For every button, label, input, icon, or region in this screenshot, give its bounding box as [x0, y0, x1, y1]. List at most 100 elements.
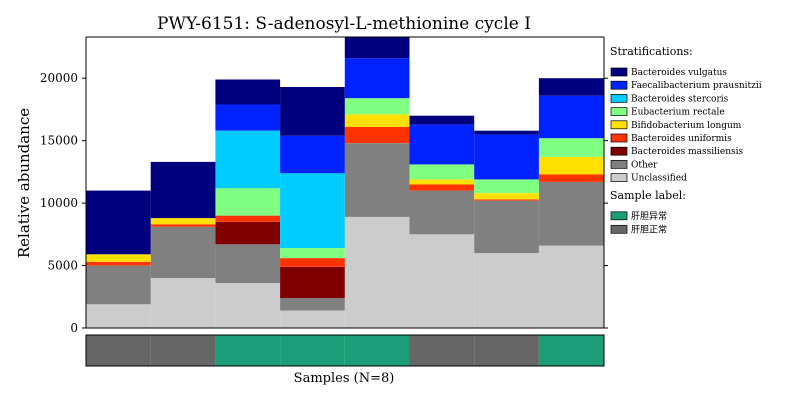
- bar-segment-bacteroides-vulgatus-6: [409, 115, 475, 125]
- sample-label-strip: [85, 334, 605, 367]
- bar-segment-bifidobacterium-longum-1: [86, 254, 151, 262]
- bar-segment-other-2: [150, 226, 216, 278]
- sample-label-legend-entry: 肝胆异常: [631, 210, 667, 222]
- legend-label: Bacteroides uniformis: [631, 134, 732, 144]
- sample-label-cell-6: [409, 335, 475, 366]
- legend-label: Unclassified: [631, 174, 687, 184]
- bar-segment-bacteroides-uniformis-4: [280, 258, 345, 267]
- bar-segment-bacteroides-stercoris-3: [215, 130, 281, 189]
- bar-segment-other-8: [538, 181, 604, 246]
- bar-segment-faecalibacterium-prausnitzii-7: [474, 134, 539, 180]
- bar-segment-other-7: [474, 200, 539, 254]
- legend-swatch: [610, 80, 628, 90]
- bar-segment-faecalibacterium-prausnitzii-5: [344, 58, 410, 99]
- bar-segment-bacteroides-massiliensis-3: [215, 221, 281, 245]
- legend-swatch: [610, 67, 628, 77]
- bar-segment-bacteroides-uniformis-6: [409, 184, 475, 191]
- sample-strip-frame: [85, 334, 605, 367]
- y-tick-label: 15000: [40, 134, 78, 148]
- bar-segment-bacteroides-stercoris-4: [280, 173, 345, 248]
- bar-segment-bifidobacterium-longum-2: [150, 218, 216, 225]
- axes-group: 0 5000 10000 15000 20000: [40, 36, 608, 335]
- legend-label: Bacteroides vulgatus: [631, 68, 727, 78]
- bar-segment-eubacterium-rectale-8: [538, 138, 604, 157]
- sample-label-cell-2: [150, 335, 216, 366]
- sample-label-cell-5: [344, 335, 410, 366]
- bar-segment-bacteroides-uniformis-7: [474, 199, 539, 201]
- legend-swatch: [610, 133, 628, 143]
- legend: Stratifications: Bacteroides vulgatus Faec…: [610, 45, 762, 235]
- bar-segment-other-3: [215, 244, 281, 283]
- bar-segment-other-1: [86, 265, 151, 305]
- bar-segment-bacteroides-massiliensis-4: [280, 266, 345, 298]
- bar-segment-bacteroides-uniformis-3: [215, 215, 281, 222]
- sample-label-cell-4: [280, 335, 345, 366]
- bar-segment-bacteroides-vulgatus-5: [344, 37, 410, 59]
- legend-swatch: [610, 94, 628, 103]
- legend-label: Faecalibacterium prausnitzii: [631, 81, 762, 91]
- bar-segment-faecalibacterium-prausnitzii-6: [409, 124, 475, 165]
- bar-segment-bifidobacterium-longum-7: [474, 193, 539, 200]
- bar-segment-eubacterium-rectale-7: [474, 179, 539, 194]
- y-tick-label: 20000: [40, 71, 78, 85]
- bar-segment-other-6: [409, 190, 475, 235]
- legend-swatch: [610, 146, 628, 156]
- legend-label: Bacteroides stercoris: [631, 94, 729, 104]
- bar-segment-faecalibacterium-prausnitzii-4: [280, 135, 345, 174]
- legend-swatch: [610, 173, 628, 182]
- bar-segment-bacteroides-vulgatus-2: [150, 161, 216, 219]
- bar-segment-bacteroides-uniformis-2: [150, 224, 216, 227]
- bar-segment-other-4: [280, 298, 345, 311]
- bar-segment-eubacterium-rectale-5: [344, 98, 410, 115]
- legend-label: Bifidobacterium longum: [631, 121, 742, 131]
- legend-swatch: [610, 107, 628, 116]
- y-axis-label: Relative abundance: [15, 108, 33, 258]
- sample-label-cell-1: [86, 335, 151, 366]
- bar-segment-faecalibacterium-prausnitzii-3: [215, 104, 281, 131]
- y-tick-label: 5000: [47, 259, 78, 273]
- bar-segment-bacteroides-vulgatus-7: [474, 130, 539, 135]
- bars-group: [86, 37, 604, 328]
- legend-label: Other: [631, 160, 658, 170]
- bar-segment-bifidobacterium-longum-8: [538, 156, 604, 175]
- bar-segment-bacteroides-vulgatus-3: [215, 79, 281, 105]
- sample-label-legend-entry: 肝胆正常: [631, 223, 667, 235]
- bar-segment-eubacterium-rectale-6: [409, 164, 475, 180]
- bar-segment-unclassified-6: [409, 234, 475, 328]
- bar-segment-unclassified-5: [344, 216, 410, 328]
- chart-title: PWY-6151: S-adenosyl-L-methionine cycle …: [157, 14, 531, 34]
- bar-segment-unclassified-4: [280, 310, 345, 328]
- legend-title: Stratifications:: [610, 45, 693, 58]
- legend-swatch: [610, 120, 628, 130]
- bar-segment-bacteroides-uniformis-1: [86, 261, 151, 266]
- bar-segment-other-5: [344, 143, 410, 217]
- legend-swatch: [610, 160, 628, 169]
- bar-segment-bacteroides-vulgatus-1: [86, 190, 151, 255]
- bar-segment-unclassified-3: [215, 283, 281, 328]
- y-tick-label: 0: [70, 321, 78, 335]
- bar-segment-bifidobacterium-longum-6: [409, 179, 475, 185]
- sample-label-cell-7: [474, 335, 539, 366]
- y-tick-label: 10000: [40, 196, 78, 210]
- legend-label: Bacteroides massiliensis: [631, 147, 744, 157]
- bar-segment-eubacterium-rectale-3: [215, 188, 281, 216]
- bar-segment-bacteroides-uniformis-5: [344, 126, 410, 144]
- bar-segment-bacteroides-vulgatus-8: [538, 78, 604, 96]
- bar-segment-bacteroides-uniformis-8: [538, 174, 604, 182]
- bar-segment-bacteroides-vulgatus-4: [280, 87, 345, 136]
- sample-label-legend-title: Sample label:: [610, 189, 686, 202]
- sample-label-swatch: [610, 224, 628, 234]
- bar-segment-eubacterium-rectale-4: [280, 248, 345, 259]
- bar-segment-unclassified-1: [86, 304, 151, 328]
- bar-segment-bifidobacterium-longum-5: [344, 114, 410, 127]
- sample-label-cell-8: [538, 335, 604, 366]
- bar-segment-faecalibacterium-prausnitzii-8: [538, 95, 604, 139]
- sample-label-swatch: [610, 211, 628, 221]
- legend-label: Eubacterium rectale: [631, 108, 725, 118]
- bar-segment-unclassified-2: [150, 278, 216, 328]
- x-axis-label: Samples (N=8): [294, 371, 395, 386]
- bar-segment-unclassified-8: [538, 245, 604, 328]
- bar-segment-unclassified-7: [474, 253, 539, 328]
- sample-label-cell-3: [215, 335, 281, 366]
